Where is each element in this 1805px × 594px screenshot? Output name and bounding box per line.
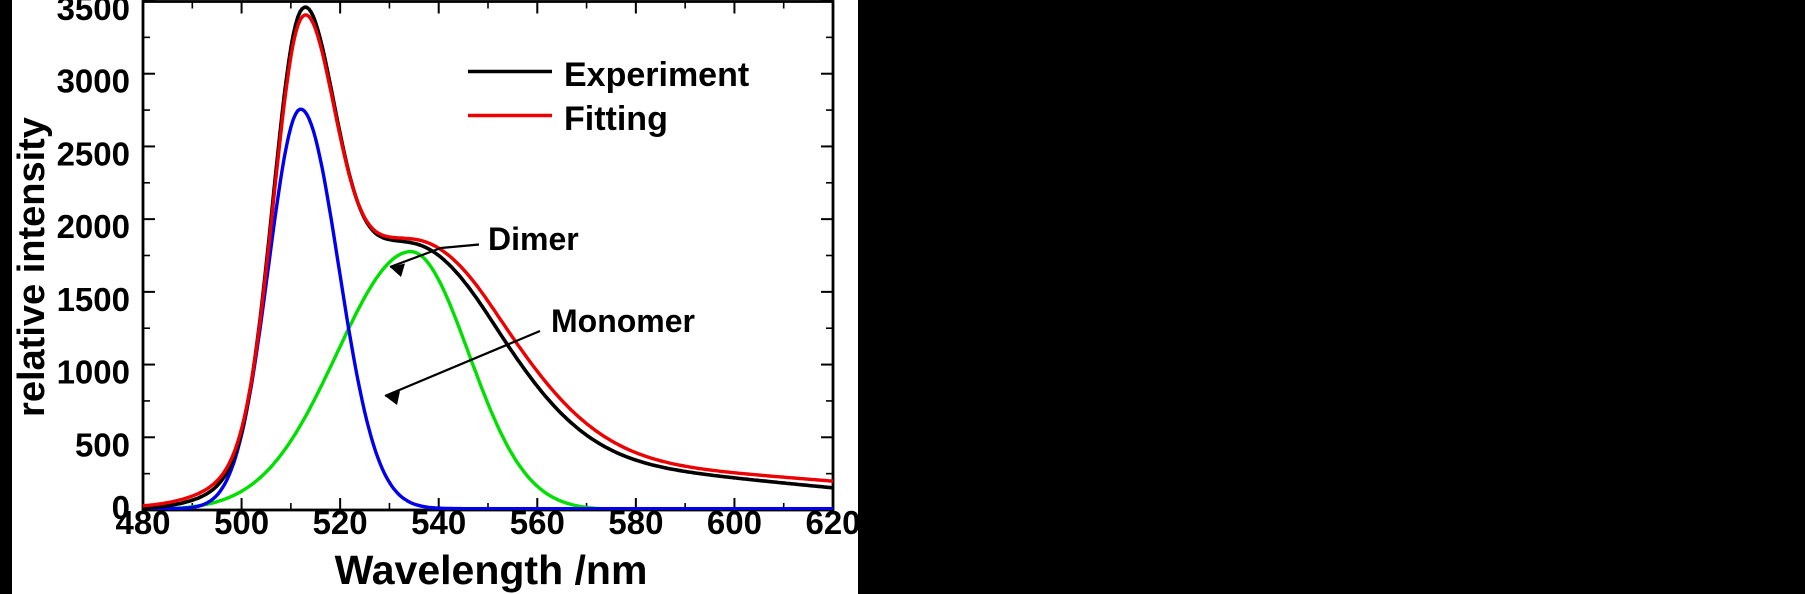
svg-text:1500: 1500 [57, 281, 130, 318]
svg-text:0: 0 [112, 489, 130, 526]
svg-text:3000: 3000 [57, 63, 130, 100]
svg-text:520: 520 [313, 504, 368, 541]
svg-text:2000: 2000 [57, 208, 130, 245]
svg-text:3500: 3500 [57, 0, 130, 27]
svg-text:1000: 1000 [57, 354, 130, 391]
svg-text:500: 500 [75, 426, 130, 463]
svg-text:Fitting: Fitting [564, 100, 668, 138]
svg-text:Monomer: Monomer [551, 303, 695, 339]
svg-text:2500: 2500 [57, 136, 130, 173]
svg-text:Dimer: Dimer [488, 221, 579, 257]
svg-text:Experiment: Experiment [564, 56, 749, 94]
svg-text:500: 500 [214, 504, 269, 541]
svg-text:Wavelength /nm: Wavelength /nm [335, 547, 648, 593]
svg-text:relative intensity: relative intensity [12, 117, 53, 417]
